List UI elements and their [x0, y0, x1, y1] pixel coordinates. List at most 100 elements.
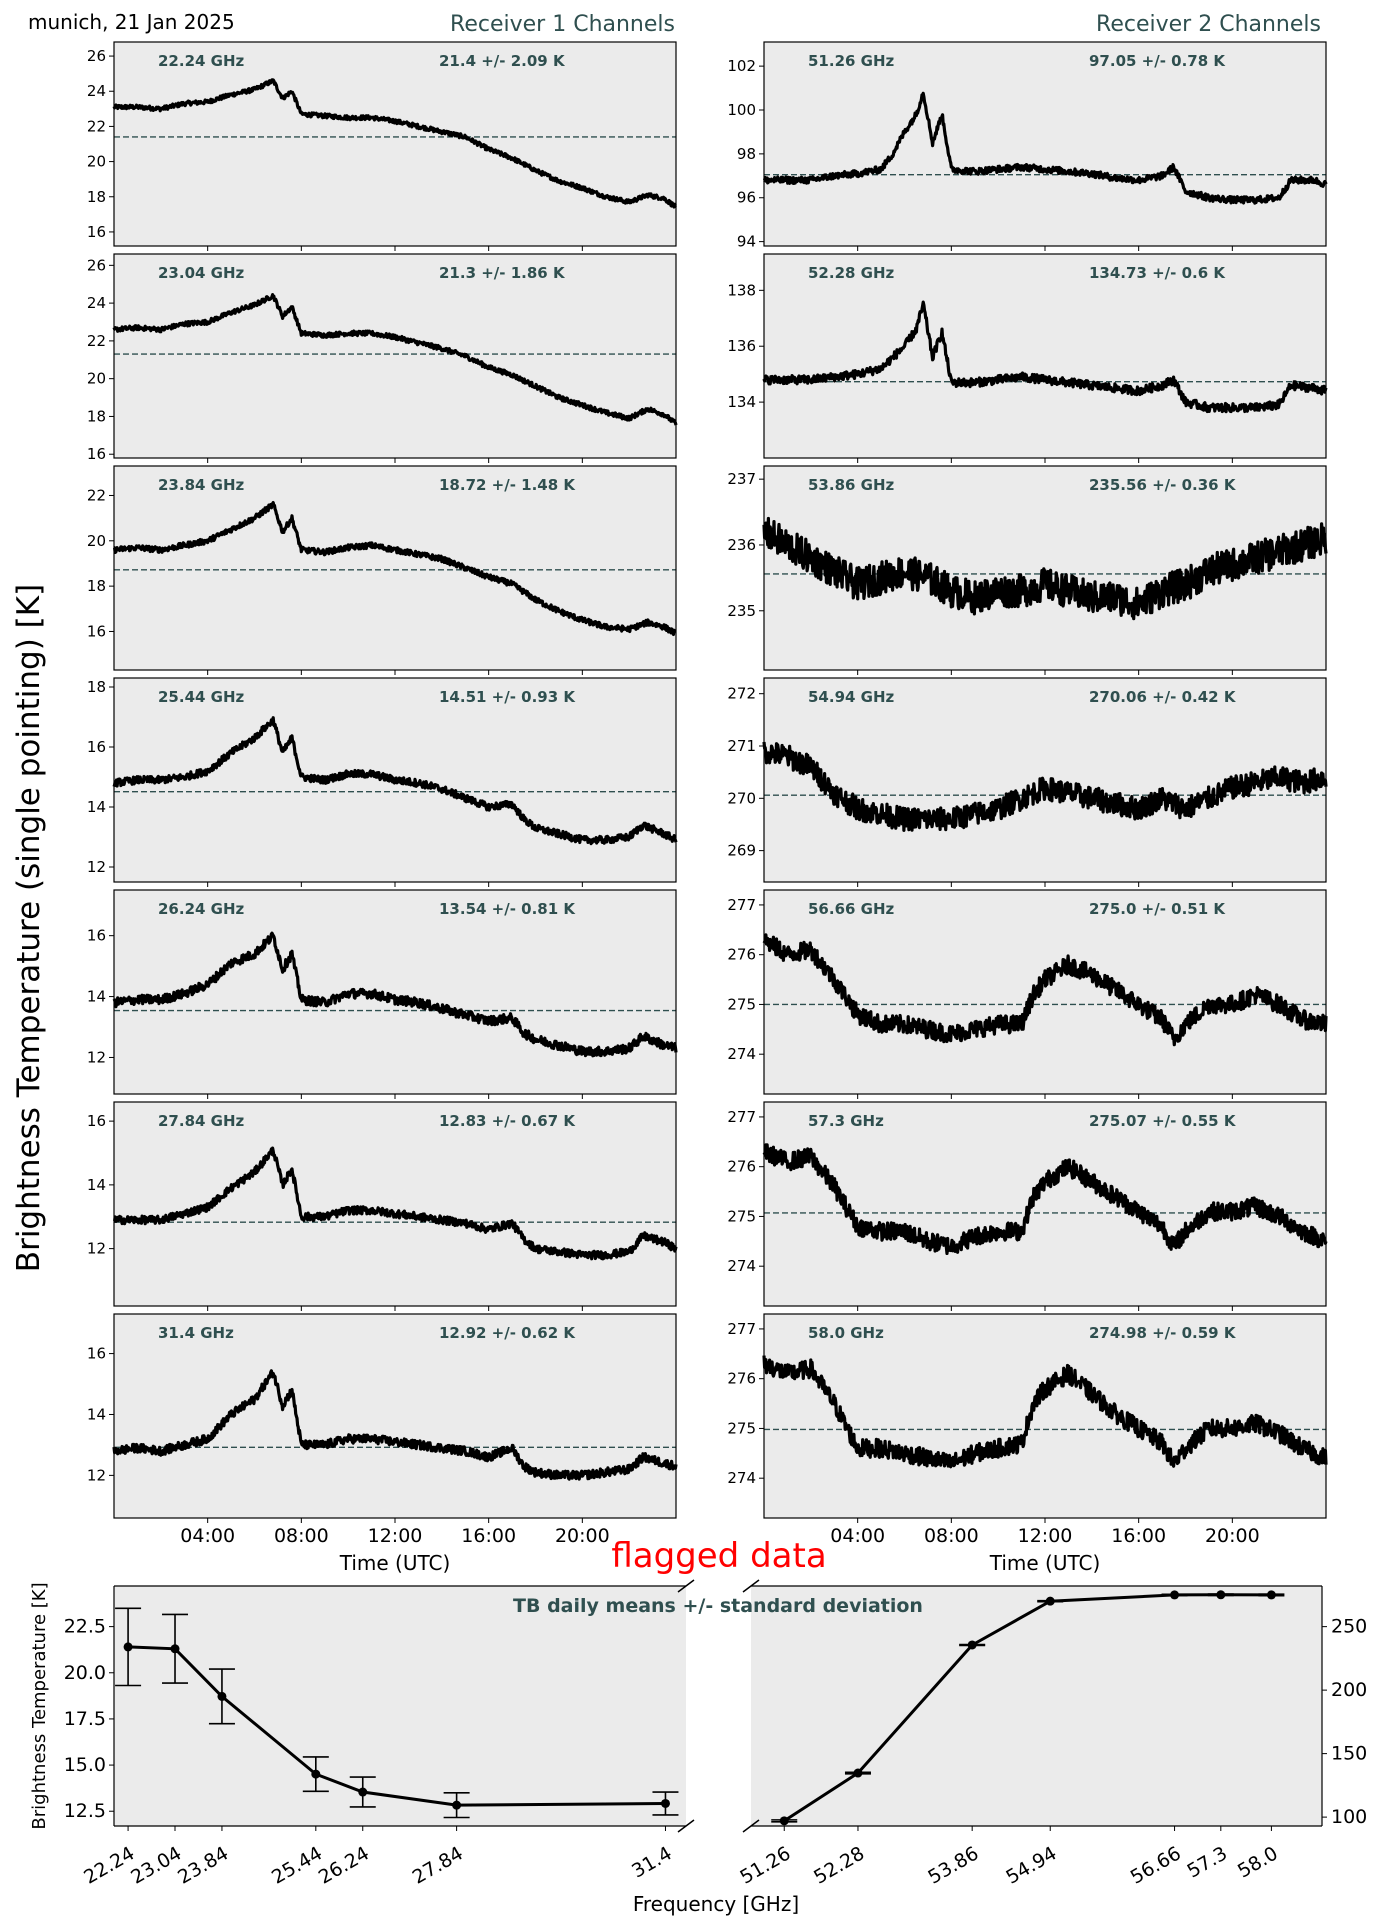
x-tick-label: 51.26 [736, 1842, 794, 1888]
x-axis-label: Time (UTC) [339, 1551, 451, 1575]
y-tick-label: 14 [87, 1176, 106, 1194]
panel-frame [113, 677, 677, 883]
channel-frequency: 53.86 GHz [808, 476, 895, 494]
flagged-data-label: flagged data [611, 1536, 826, 1576]
y-tick-label: 18 [87, 188, 106, 206]
y-tick-label: 16 [87, 1112, 106, 1130]
y-tick-label: 20 [87, 532, 106, 550]
mean-point [660, 1798, 670, 1808]
y-tick-label: 22 [87, 117, 106, 135]
y-tick-label: 250 [1331, 1616, 1367, 1638]
y-tick-label: 26 [87, 47, 106, 65]
y-tick-label: 269 [727, 842, 756, 860]
break-mark [742, 1579, 760, 1593]
panel-frame [113, 1313, 677, 1519]
y-tick-label: 14 [87, 1405, 106, 1423]
y-tick-label: 12 [87, 1466, 106, 1484]
channel-frequency: 52.28 GHz [808, 264, 895, 282]
x-tick-label: 12:00 [368, 1525, 423, 1547]
break-mark [677, 1819, 695, 1833]
channel-frequency: 27.84 GHz [158, 1112, 245, 1130]
y-tick-label: 12 [87, 1240, 106, 1258]
mean-point [217, 1691, 227, 1701]
channel-panels: 16 18 20 22 24 26 22.24 GHz 21.4 +/- 2.09 K 16 18… [87, 41, 1328, 1575]
y-tick-label: 236 [727, 536, 756, 554]
x-tick-label: 04:00 [180, 1525, 235, 1547]
x-tick-label: 26.24 [315, 1842, 373, 1888]
y-tick-label: 22.5 [64, 1616, 106, 1638]
receiver1-title: Receiver 1 Channels [450, 12, 675, 37]
panel-background [114, 254, 676, 458]
channel-panel-r2-1: 134 136 138 52.28 GHz 134.73 +/- 0.6 K [727, 253, 1328, 463]
y-tick-label: 237 [727, 470, 756, 488]
channel-frequency: 57.3 GHz [808, 1112, 884, 1130]
series-trace [762, 1355, 1328, 1469]
series-trace [762, 741, 1328, 832]
y-tick-label: 22 [87, 486, 106, 504]
x-axis-label: Time (UTC) [989, 1551, 1101, 1575]
y-tick-label: 16 [87, 1345, 106, 1363]
series-trace [112, 293, 678, 426]
y-tick-label: 102 [727, 57, 756, 75]
channel-frequency: 54.94 GHz [808, 688, 895, 706]
channel-panel-r2-4: 274 275 276 277 56.66 GHz 275.0 +/- 0.51 K [727, 889, 1328, 1099]
x-tick-label: 20:00 [1205, 1525, 1260, 1547]
y-tick-label: 12 [87, 858, 106, 876]
y-tick-label: 20 [87, 153, 106, 171]
y-tick-label: 235 [727, 602, 756, 620]
y-tick-label: 271 [727, 737, 756, 755]
channel-frequency: 25.44 GHz [158, 688, 245, 706]
x-tick-label: 54.94 [1002, 1842, 1060, 1888]
break-mark [677, 1579, 695, 1593]
channel-stats: 14.51 +/- 0.93 K [439, 688, 576, 706]
series-trace [763, 91, 1328, 205]
channel-frequency: 23.04 GHz [158, 264, 245, 282]
y-tick-label: 12.5 [64, 1800, 106, 1822]
daily-means-ylabel: Brightness Temperature [K] [29, 1582, 50, 1829]
channel-panel-r1-4: 12 14 16 26.24 GHz 13.54 +/- 0.81 K [87, 889, 678, 1099]
channel-panel-r1-0: 16 18 20 22 24 26 22.24 GHz 21.4 +/- 2.09 K [87, 41, 677, 251]
y-tick-label: 138 [727, 281, 756, 299]
receiver2-title: Receiver 2 Channels [1096, 12, 1321, 37]
panel-background [114, 42, 676, 246]
series-trace [762, 516, 1328, 621]
channel-panel-r2-5: 274 275 276 277 57.3 GHz 275.07 +/- 0.55 K [727, 1101, 1328, 1311]
mean-point [1266, 1590, 1276, 1600]
panel-background [764, 1314, 1326, 1518]
x-tick-label: 08:00 [274, 1525, 329, 1547]
left-axis-background [114, 1586, 686, 1826]
channel-frequency: 23.84 GHz [158, 476, 245, 494]
y-tick-label: 276 [727, 946, 756, 964]
mean-point [967, 1640, 977, 1650]
right-axis-background [751, 1586, 1322, 1826]
panel-frame [763, 465, 1327, 671]
y-tick-label: 26 [87, 256, 106, 274]
x-tick-label: 53.86 [924, 1842, 982, 1888]
series-trace [762, 1143, 1328, 1255]
y-tick-label: 100 [1331, 1806, 1367, 1828]
break-mark [742, 1819, 760, 1833]
channel-frequency: 26.24 GHz [158, 900, 245, 918]
mean-point [1216, 1590, 1226, 1600]
panel-background [114, 890, 676, 1094]
x-tick-label: 12:00 [1018, 1525, 1073, 1547]
x-tick-label: 08:00 [924, 1525, 979, 1547]
channel-stats: 275.07 +/- 0.55 K [1089, 1112, 1237, 1130]
channel-frequency: 56.66 GHz [808, 900, 895, 918]
y-tick-label: 136 [727, 337, 756, 355]
channel-panel-r1-1: 16 18 20 22 24 26 23.04 GHz 21.3 +/- 1.86 K [87, 253, 678, 463]
channel-stats: 235.56 +/- 0.36 K [1089, 476, 1237, 494]
x-tick-label: 56.66 [1127, 1842, 1185, 1888]
y-tick-label: 18 [87, 577, 106, 595]
x-tick-label: 27.84 [409, 1842, 467, 1888]
panel-frame [763, 1101, 1327, 1307]
series-trace [113, 501, 677, 636]
y-tick-label: 16 [87, 223, 106, 241]
x-tick-label: 04:00 [830, 1525, 885, 1547]
mean-point [452, 1800, 462, 1810]
channel-panel-r1-2: 16 18 20 22 23.84 GHz 18.72 +/- 1.48 K [87, 465, 677, 675]
x-tick-label: 57.3 [1183, 1842, 1231, 1882]
series-trace [113, 1146, 678, 1261]
